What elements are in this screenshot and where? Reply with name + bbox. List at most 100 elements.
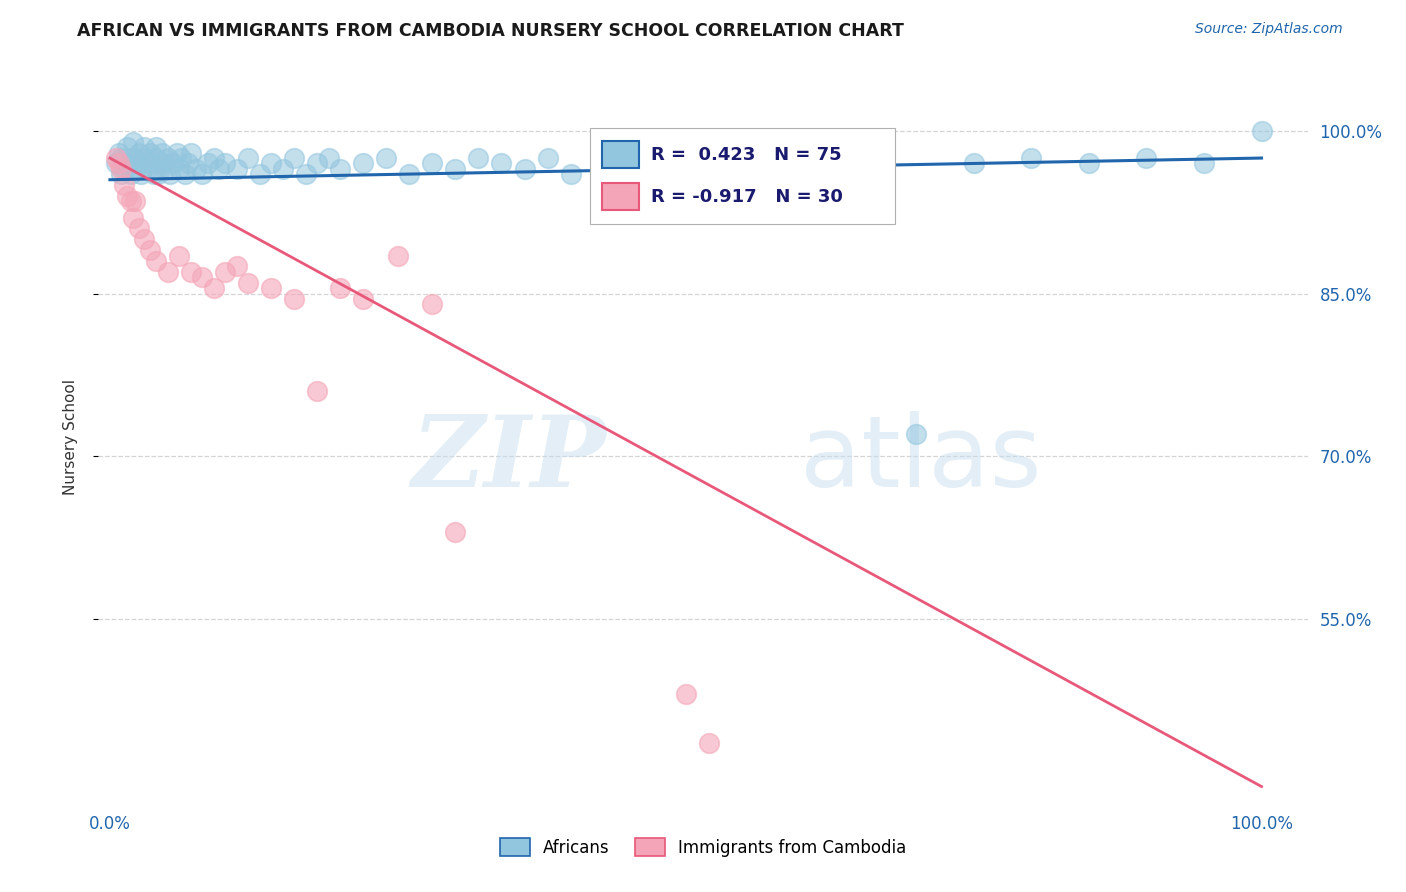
- Point: [628, 151, 651, 165]
- Point: [813, 156, 835, 170]
- Point: [145, 151, 167, 165]
- Point: [120, 167, 142, 181]
- Point: [180, 265, 202, 279]
- Point: [208, 161, 231, 176]
- Point: [467, 151, 489, 165]
- Point: [129, 167, 152, 181]
- Point: [283, 292, 305, 306]
- Point: [859, 167, 882, 181]
- Point: [134, 140, 156, 154]
- Point: [170, 151, 193, 165]
- Point: [115, 189, 138, 203]
- Text: atlas: atlas: [800, 410, 1042, 508]
- Text: AFRICAN VS IMMIGRANTS FROM CAMBODIA NURSERY SCHOOL CORRELATION CHART: AFRICAN VS IMMIGRANTS FROM CAMBODIA NURS…: [77, 22, 904, 40]
- Point: [197, 156, 219, 170]
- Point: [167, 249, 190, 263]
- Point: [675, 688, 697, 702]
- Point: [156, 151, 179, 165]
- Point: [214, 156, 236, 170]
- Point: [145, 254, 167, 268]
- Point: [156, 265, 179, 279]
- Point: [249, 167, 271, 181]
- Point: [1019, 151, 1042, 165]
- Point: [110, 161, 132, 176]
- Point: [962, 156, 984, 170]
- Point: [283, 151, 305, 165]
- Point: [162, 156, 184, 170]
- Point: [766, 151, 789, 165]
- Point: [1250, 124, 1272, 138]
- Text: R = -0.917   N = 30: R = -0.917 N = 30: [651, 188, 842, 206]
- Point: [697, 736, 720, 750]
- Point: [150, 156, 173, 170]
- Point: [110, 151, 132, 165]
- Point: [260, 156, 283, 170]
- Point: [139, 145, 162, 160]
- Point: [155, 161, 177, 176]
- Point: [167, 161, 190, 176]
- Point: [142, 167, 165, 181]
- Point: [214, 265, 236, 279]
- Point: [104, 156, 127, 170]
- Point: [108, 156, 131, 170]
- Point: [128, 221, 150, 235]
- Point: [236, 151, 259, 165]
- Point: [444, 524, 467, 539]
- Point: [166, 145, 188, 160]
- Point: [191, 167, 214, 181]
- Point: [139, 156, 162, 170]
- Point: [115, 156, 138, 170]
- Point: [560, 167, 582, 181]
- Point: [1192, 156, 1215, 170]
- Point: [675, 161, 697, 176]
- Point: [294, 167, 316, 181]
- Point: [307, 384, 329, 398]
- Point: [135, 161, 157, 176]
- Point: [225, 161, 247, 176]
- Point: [139, 243, 162, 257]
- Y-axis label: Nursery School: Nursery School: [63, 379, 77, 495]
- Point: [387, 249, 409, 263]
- Point: [122, 135, 145, 149]
- Point: [271, 161, 294, 176]
- Point: [536, 151, 558, 165]
- Point: [491, 156, 513, 170]
- Point: [202, 281, 225, 295]
- Point: [513, 161, 536, 176]
- Point: [422, 156, 444, 170]
- Point: [398, 167, 420, 181]
- Point: [177, 156, 200, 170]
- Point: [1077, 156, 1099, 170]
- Point: [318, 151, 340, 165]
- Point: [186, 161, 208, 176]
- Point: [260, 281, 283, 295]
- Point: [236, 276, 259, 290]
- Point: [110, 167, 132, 181]
- Text: R =  0.423   N = 75: R = 0.423 N = 75: [651, 145, 841, 163]
- Point: [115, 140, 138, 154]
- Point: [173, 167, 195, 181]
- Point: [120, 194, 142, 209]
- Point: [422, 297, 444, 311]
- Text: ZIP: ZIP: [412, 411, 606, 508]
- Point: [905, 427, 928, 442]
- Point: [225, 260, 247, 274]
- Text: Source: ZipAtlas.com: Source: ZipAtlas.com: [1195, 22, 1343, 37]
- Point: [352, 156, 374, 170]
- Point: [108, 145, 131, 160]
- Point: [112, 178, 135, 193]
- Point: [191, 270, 214, 285]
- Point: [1135, 151, 1157, 165]
- Point: [329, 281, 352, 295]
- Point: [202, 151, 225, 165]
- Point: [720, 156, 742, 170]
- Point: [352, 292, 374, 306]
- Point: [180, 145, 202, 160]
- Point: [104, 151, 127, 165]
- Point: [159, 167, 181, 181]
- Point: [375, 151, 398, 165]
- Point: [307, 156, 329, 170]
- Point: [124, 194, 146, 209]
- Point: [148, 167, 170, 181]
- Legend: Africans, Immigrants from Cambodia: Africans, Immigrants from Cambodia: [499, 838, 907, 856]
